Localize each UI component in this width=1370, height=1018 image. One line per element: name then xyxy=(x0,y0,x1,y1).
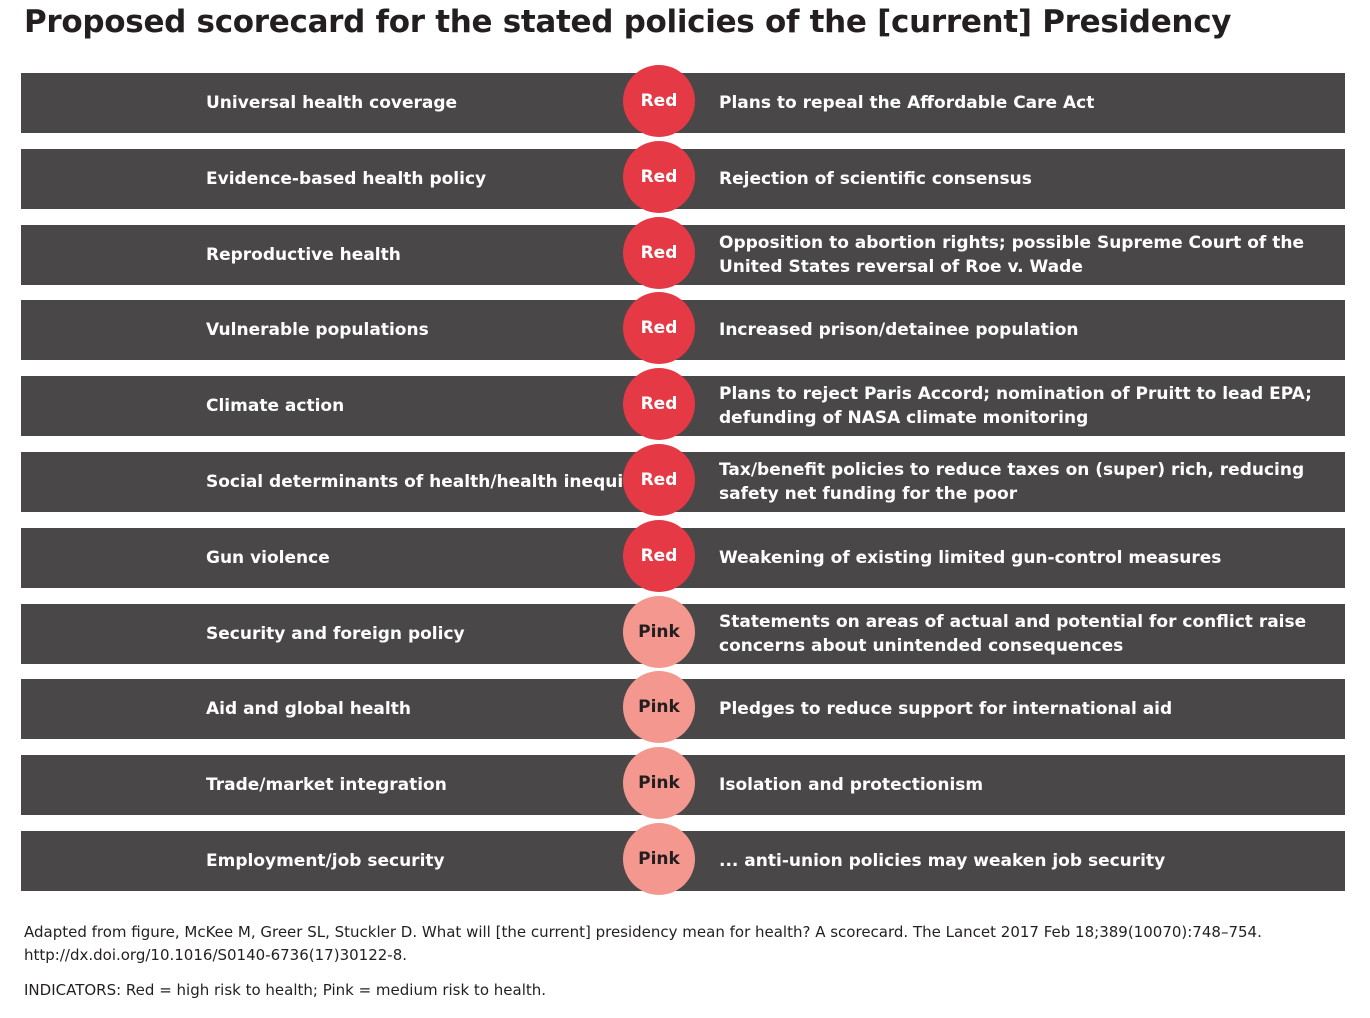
scorecard-row: Security and foreign policy Pink Stateme… xyxy=(21,595,1345,668)
policy-topic: Evidence-based health policy xyxy=(206,168,487,189)
scorecard-row: Universal health coverage Red Plans to r… xyxy=(21,65,1345,137)
policy-description: Opposition to abortion rights; possible … xyxy=(719,232,1304,277)
rating-badge: Pink xyxy=(623,822,695,895)
scorecard-row: Evidence-based health policy Red Rejecti… xyxy=(21,140,1345,213)
policy-description: Isolation and protectionism xyxy=(719,775,984,796)
rating-badge: Red xyxy=(623,519,695,592)
policy-topic: Aid and global health xyxy=(206,699,411,720)
scorecard-row: Climate action Red Plans to reject Paris… xyxy=(21,368,1345,441)
rating-badge: Red xyxy=(623,292,695,365)
source-footnote: Adapted from figure, McKee M, Greer SL, … xyxy=(24,923,1262,964)
scorecard-row: Employment/job security Pink ... anti-un… xyxy=(21,822,1345,895)
policy-description: ... anti-union policies may weaken job s… xyxy=(719,850,1166,871)
policy-description: Plans to repeal the Affordable Care Act xyxy=(719,93,1095,113)
policy-description: Plans to reject Paris Accord; nomination… xyxy=(719,384,1312,429)
rating-badge: Red xyxy=(623,368,695,441)
rating-badge: Pink xyxy=(623,595,695,668)
policy-description: Statements on areas of actual and potent… xyxy=(719,611,1307,656)
scorecard-row: Trade/market integration Pink Isolation … xyxy=(21,747,1345,820)
policy-topic: Trade/market integration xyxy=(206,775,447,796)
rating-badge: Pink xyxy=(623,671,695,744)
rating-badge: Pink xyxy=(623,747,695,820)
scorecard-table: Universal health coverage Red Plans to r… xyxy=(21,65,1345,907)
policy-topic: Gun violence xyxy=(206,547,330,568)
page-title: Proposed scorecard for the stated polici… xyxy=(24,4,1232,40)
policy-description: Tax/benefit policies to reduce taxes on … xyxy=(719,459,1305,504)
policy-topic: Vulnerable populations xyxy=(206,320,429,341)
rating-badge: Red xyxy=(623,216,695,289)
policy-description: Pledges to reduce support for internatio… xyxy=(719,699,1173,720)
policy-description: Weakening of existing limited gun-contro… xyxy=(719,547,1222,568)
policy-description: Increased prison/detainee population xyxy=(719,320,1079,341)
policy-topic: Security and foreign policy xyxy=(206,623,465,644)
indicators-legend: INDICATORS: Red = high risk to health; P… xyxy=(24,981,547,999)
rating-badge: Red xyxy=(623,65,695,137)
policy-topic: Social determinants of health/health ine… xyxy=(206,471,659,492)
scorecard-row: Social determinants of health/health ine… xyxy=(21,443,1345,516)
scorecard-row: Aid and global health Pink Pledges to re… xyxy=(21,671,1345,744)
scorecard-row: Reproductive health Red Opposition to ab… xyxy=(21,216,1345,289)
scorecard-row: Gun violence Red Weakening of existing l… xyxy=(21,519,1345,592)
policy-topic: Employment/job security xyxy=(206,850,445,871)
policy-topic: Universal health coverage xyxy=(206,93,458,113)
policy-topic: Climate action xyxy=(206,396,345,417)
rating-badge: Red xyxy=(623,443,695,516)
policy-topic: Reproductive health xyxy=(206,244,401,265)
scorecard-row: Vulnerable populations Red Increased pri… xyxy=(21,292,1345,365)
rating-badge: Red xyxy=(623,140,695,213)
policy-description: Rejection of scientific consensus xyxy=(719,168,1032,189)
